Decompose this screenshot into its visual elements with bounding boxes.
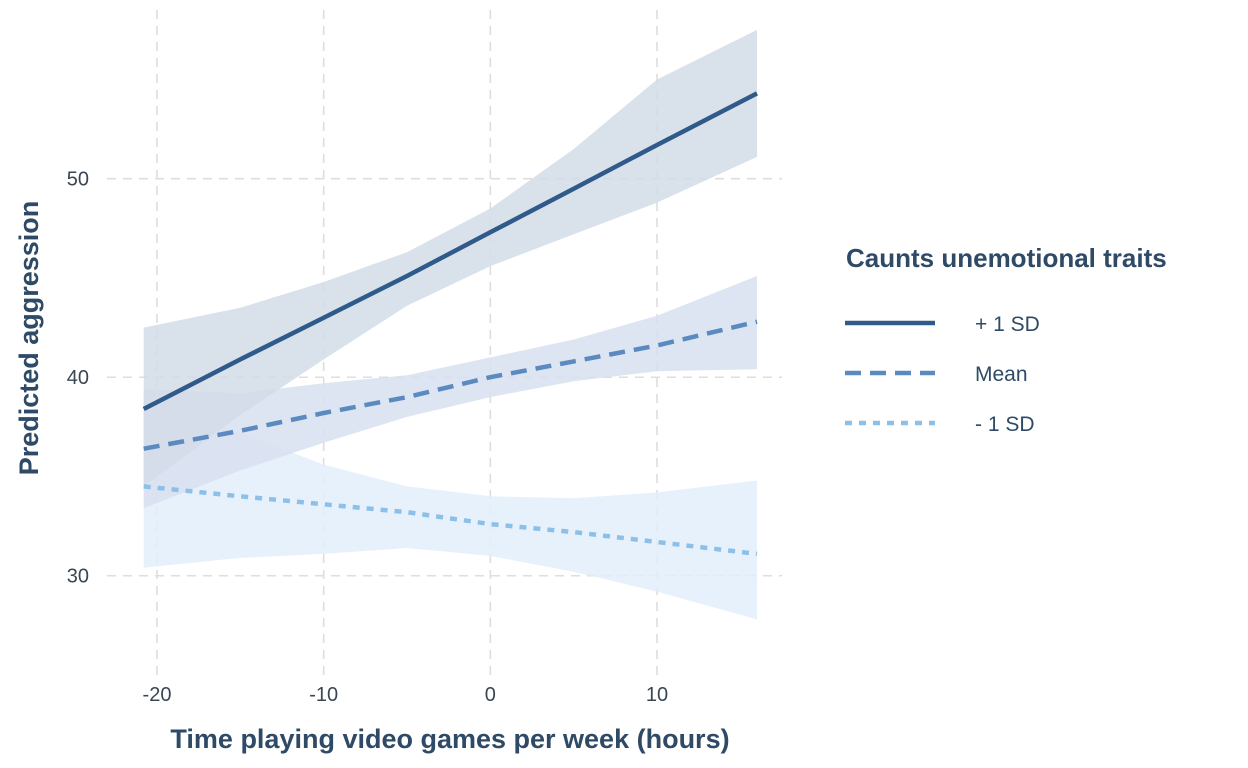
- legend-label-1-sd: - 1 SD: [975, 413, 1035, 436]
- x-tick-label: -10: [309, 684, 338, 706]
- x-tick-labels: -20 -10 0 10: [143, 684, 669, 706]
- legend: Caunts unemotional traits + 1 SD Mean - 1 …: [845, 243, 1167, 436]
- line-mean: [143, 319, 758, 451]
- y-tick-label: 50: [67, 169, 89, 191]
- band-1-sd: [143, 29, 757, 487]
- y-tick-labels: 30 40 50: [67, 169, 89, 588]
- legend-label-mean: Mean: [975, 363, 1028, 386]
- y-tick-label: 40: [67, 367, 89, 389]
- x-tick-label: -20: [143, 684, 172, 706]
- y-tick-label: 30: [67, 566, 89, 588]
- legend-label-1-sd: + 1 SD: [975, 313, 1040, 336]
- band-1-sd: [143, 403, 757, 620]
- legend-items: + 1 SD Mean - 1 SD: [845, 313, 1040, 436]
- confidence-bands: [143, 29, 757, 620]
- x-axis-title: Time playing video games per week (hours…: [170, 724, 729, 754]
- x-tick-label: 10: [646, 684, 668, 706]
- band-mean: [143, 276, 757, 509]
- line-1-sd: [142, 91, 759, 412]
- legend-title: Caunts unemotional traits: [846, 243, 1167, 273]
- series-lines: [142, 91, 759, 557]
- x-tick-label: 0: [485, 684, 496, 706]
- y-axis-title: Predicted aggression: [14, 201, 44, 476]
